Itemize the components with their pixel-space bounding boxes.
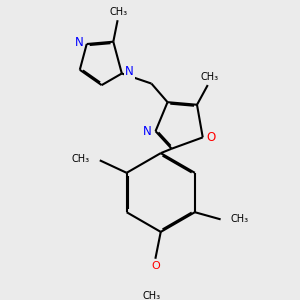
Text: CH₃: CH₃ (72, 154, 90, 164)
Text: CH₃: CH₃ (231, 214, 249, 224)
Text: CH₃: CH₃ (142, 291, 160, 300)
Text: CH₃: CH₃ (200, 72, 219, 82)
Text: O: O (206, 131, 215, 144)
Text: CH₃: CH₃ (109, 7, 128, 17)
Text: N: N (143, 125, 152, 138)
Text: N: N (74, 36, 83, 49)
Text: N: N (125, 65, 134, 78)
Text: O: O (151, 261, 160, 271)
